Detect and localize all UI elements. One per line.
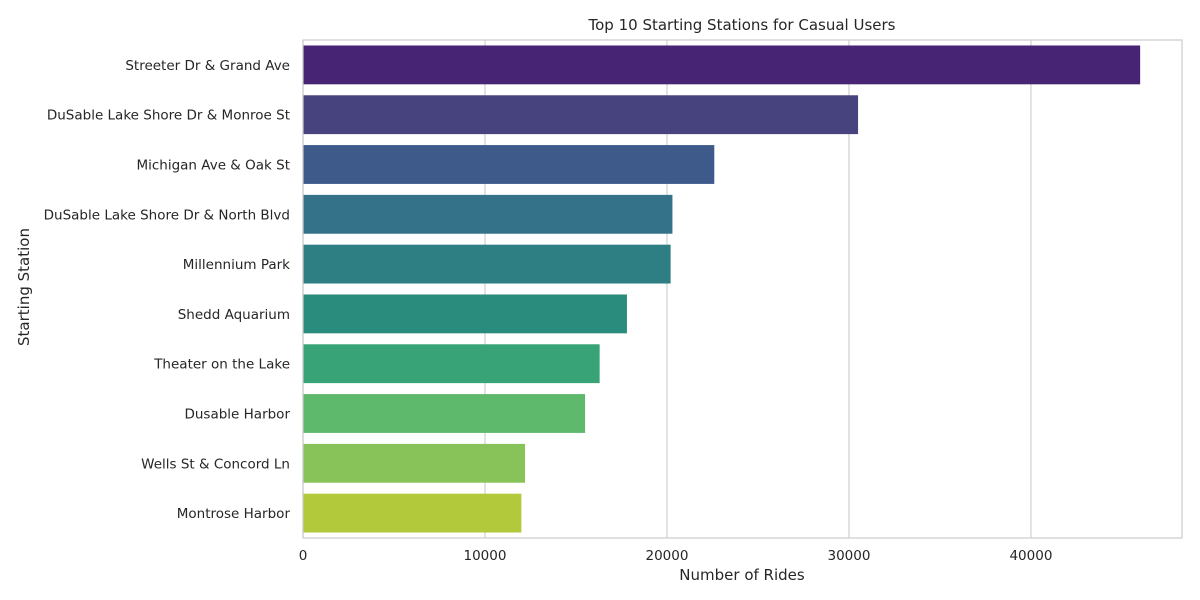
y-tick-label: Shedd Aquarium (178, 307, 290, 323)
x-tick-label: 40000 (1009, 548, 1052, 564)
y-tick-label: Theater on the Lake (153, 357, 290, 373)
y-tick-label: DuSable Lake Shore Dr & North Blvd (44, 207, 290, 223)
bar (303, 244, 671, 284)
y-tick-label: Streeter Dr & Grand Ave (125, 58, 290, 74)
x-tick-labels: 0 10000 20000 30000 40000 (299, 548, 1053, 564)
bar (303, 394, 586, 433)
bar (303, 95, 859, 135)
bar (303, 45, 1141, 85)
y-tick-label: DuSable Lake Shore Dr & Monroe St (47, 108, 290, 124)
y-tick-label: Montrose Harbor (177, 506, 291, 522)
x-axis-label: Number of Rides (679, 566, 805, 584)
x-tick-label: 30000 (827, 548, 870, 564)
plot-frame (302, 39, 1183, 539)
y-tick-label: Dusable Harbor (184, 407, 290, 423)
bar (303, 344, 600, 384)
y-tick-label: Michigan Ave & Oak St (136, 158, 290, 174)
bar (303, 443, 526, 483)
bar (303, 194, 673, 234)
chart-title: Top 10 Starting Stations for Casual User… (588, 16, 896, 34)
bar (303, 493, 522, 533)
x-tick-label: 10000 (464, 548, 507, 564)
y-axis-label: Starting Station (15, 228, 33, 346)
axes-frame (302, 39, 1183, 539)
bars (303, 45, 1141, 533)
x-tick-label: 0 (299, 548, 308, 564)
x-tick-label: 20000 (645, 548, 688, 564)
y-tick-label: Millennium Park (183, 257, 290, 273)
bar (303, 145, 715, 184)
bar (303, 294, 627, 334)
y-tick-label: Wells St & Concord Ln (141, 456, 290, 472)
y-tick-labels: Streeter Dr & Grand Ave DuSable Lake Shor… (44, 58, 291, 522)
